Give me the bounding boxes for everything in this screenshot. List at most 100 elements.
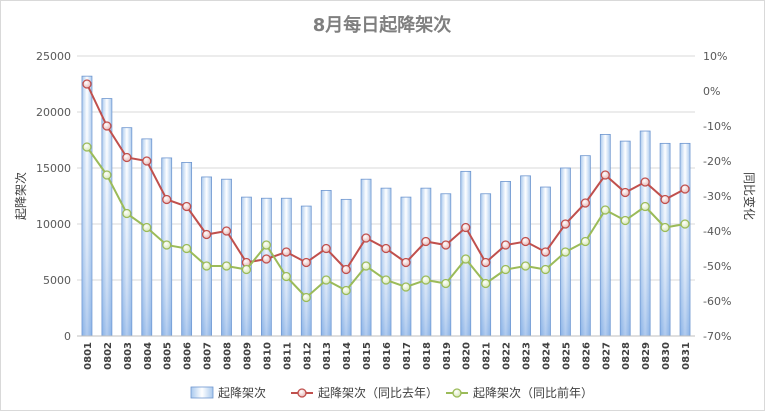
series-point xyxy=(301,257,311,268)
series-point xyxy=(660,222,670,233)
series-point xyxy=(640,177,650,187)
bar-shade xyxy=(221,179,232,336)
legend-label: 起降架次（同比去年） xyxy=(318,386,438,400)
x-tick-label: 0817 xyxy=(402,342,413,370)
y-left-axis-title: 起降架次 xyxy=(14,172,28,220)
series-point xyxy=(600,170,610,180)
bar-shade xyxy=(81,76,92,336)
legend: 起降架次 起降架次（同比去年） 起降架次（同比前年） xyxy=(190,385,593,400)
bar-shade xyxy=(660,143,671,336)
series-point xyxy=(481,278,491,289)
bar-shade xyxy=(420,188,431,336)
series-point xyxy=(500,240,511,250)
series-point xyxy=(600,205,610,215)
x-tick-label: 0825 xyxy=(561,342,572,370)
legend-swatch-marker xyxy=(297,388,307,398)
series-point xyxy=(580,236,591,247)
bar-shade xyxy=(600,134,611,336)
y-right-tick-label: -70% xyxy=(703,330,731,343)
bar-shade xyxy=(101,98,112,336)
bar-shade xyxy=(121,127,132,337)
series-point xyxy=(441,278,451,289)
x-tick-label: 0821 xyxy=(482,342,493,370)
series-point xyxy=(361,261,371,271)
series-point xyxy=(461,222,471,233)
y-left-tick-label: 10000 xyxy=(36,218,71,231)
series-point xyxy=(540,264,551,275)
bar-shade xyxy=(520,175,531,336)
bar-shade xyxy=(321,190,332,336)
series-point xyxy=(640,201,650,212)
bar-shade xyxy=(381,188,391,336)
x-tick-label: 0828 xyxy=(621,342,632,370)
series-point xyxy=(281,247,291,257)
series-point xyxy=(261,254,272,264)
x-tick-label: 0804 xyxy=(143,342,154,370)
y-right-tick-label: 0% xyxy=(703,85,720,98)
y-right-axis-title: 同比变化 xyxy=(742,172,757,220)
series-point xyxy=(680,219,690,229)
legend-swatch-bar xyxy=(190,386,214,399)
x-tick-label: 0831 xyxy=(681,342,692,370)
series-point xyxy=(261,240,272,250)
x-tick-label: 0830 xyxy=(661,342,672,370)
series-point xyxy=(401,282,411,292)
bar-shade xyxy=(460,171,471,336)
legend-swatch-marker xyxy=(452,388,462,398)
bar-shade xyxy=(141,138,152,336)
series-point xyxy=(162,240,172,250)
bar-series xyxy=(81,75,691,337)
series-point xyxy=(201,229,212,240)
x-tick-label: 0822 xyxy=(502,342,513,370)
x-tick-label: 0811 xyxy=(282,342,293,370)
series-point xyxy=(361,233,371,243)
x-tick-label: 0810 xyxy=(262,342,273,370)
legend-label: 起降架次（同比前年） xyxy=(473,385,593,400)
bar-shade xyxy=(201,176,212,336)
series-point xyxy=(321,243,331,254)
series-point xyxy=(181,243,192,254)
y-right-tick-label: -60% xyxy=(703,295,731,308)
series-point xyxy=(461,254,471,264)
series-point xyxy=(201,261,212,271)
y-right-tick-label: -30% xyxy=(703,190,731,203)
series-point xyxy=(82,142,92,152)
series-point xyxy=(421,236,431,247)
x-tick-label: 0826 xyxy=(581,342,592,370)
x-tick-label: 0820 xyxy=(462,342,473,370)
series-point xyxy=(321,275,331,285)
bar-shade xyxy=(361,179,372,336)
bar-shade xyxy=(440,193,451,336)
y-right-tick-label: -20% xyxy=(703,155,731,168)
series-point xyxy=(221,261,232,271)
series-point xyxy=(82,79,92,89)
series-point xyxy=(620,187,630,198)
x-tick-label: 0812 xyxy=(302,342,313,370)
y-left-tick-label: 15000 xyxy=(36,162,71,175)
y-left-tick-label: 0 xyxy=(64,330,71,343)
series-point xyxy=(341,285,351,296)
series-point xyxy=(381,243,391,254)
series-point xyxy=(401,257,411,268)
y-right-tick-label: 10% xyxy=(703,50,727,63)
x-tick-label: 0813 xyxy=(322,342,333,370)
series-point xyxy=(441,240,451,250)
series-point xyxy=(142,156,152,166)
x-tick-label: 0829 xyxy=(641,342,652,370)
bar-shade xyxy=(640,131,651,336)
x-tick-label: 0824 xyxy=(541,342,552,370)
x-tick-label: 0801 xyxy=(83,342,94,370)
series-point xyxy=(580,198,591,208)
series-point xyxy=(122,152,132,163)
line-series xyxy=(82,79,690,303)
bar-shade xyxy=(680,143,691,336)
x-tick-label: 0823 xyxy=(522,342,533,370)
series-point xyxy=(540,247,551,257)
series-point xyxy=(680,184,690,194)
series-point xyxy=(181,201,192,212)
x-tick-label: 0814 xyxy=(342,342,353,370)
x-tick-label: 0818 xyxy=(422,342,433,370)
bar-shade xyxy=(281,198,292,336)
series-point xyxy=(381,275,391,285)
